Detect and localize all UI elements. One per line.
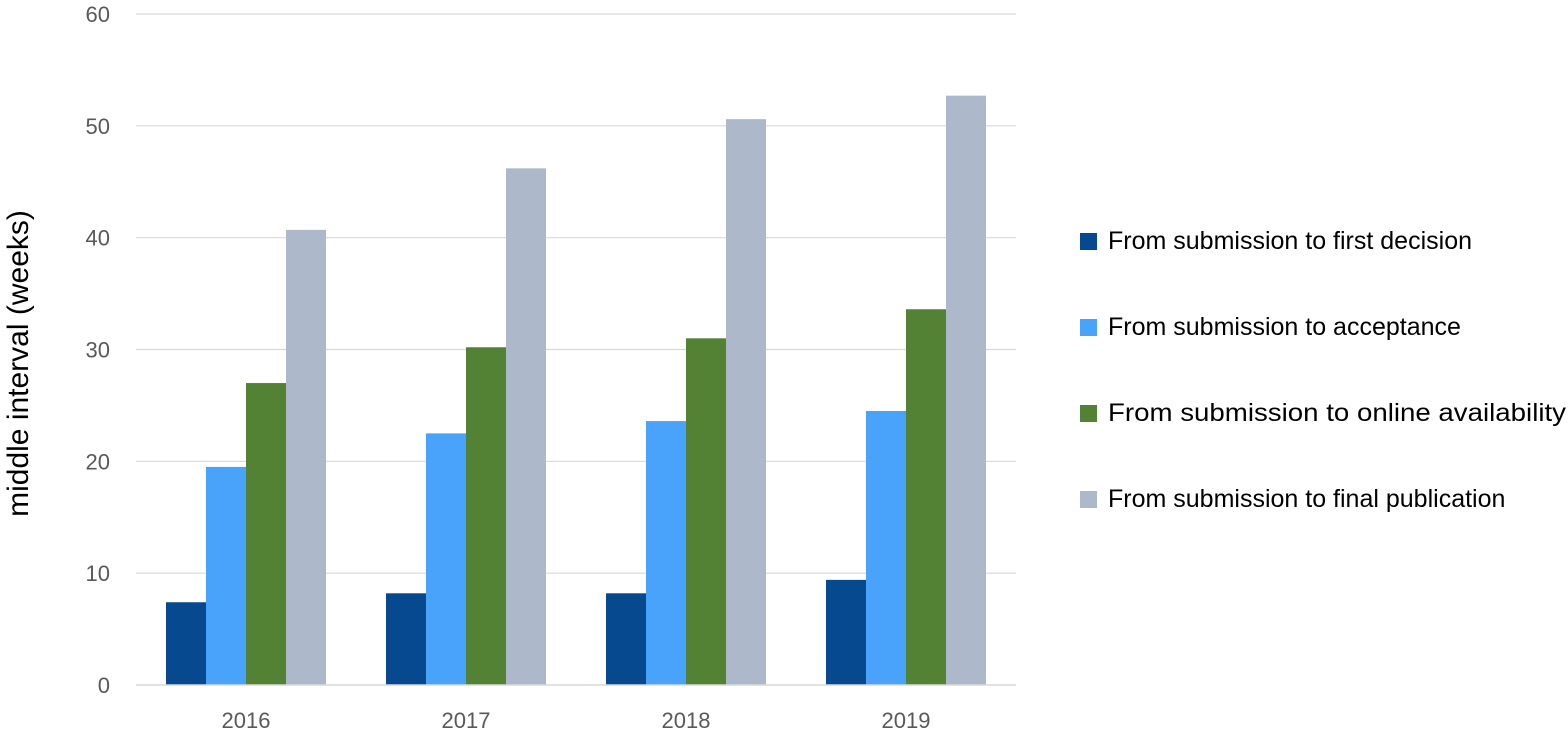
bar-2019-series-3 (906, 309, 946, 685)
legend: From submission to first decision From su… (1080, 227, 1567, 513)
bar-2019-series-2 (866, 411, 906, 685)
legend-swatch (1080, 491, 1097, 508)
y-tick-label: 20 (86, 449, 110, 474)
legend-swatch (1080, 233, 1097, 250)
y-tick-label: 40 (86, 226, 110, 251)
x-tick-label: 2016 (222, 708, 271, 733)
legend-swatch (1080, 319, 1097, 336)
legend-label: From submission to acceptance (1108, 313, 1461, 341)
y-tick-label: 60 (86, 2, 110, 27)
x-tick-label: 2018 (662, 708, 711, 733)
bar-2017-series-1 (386, 593, 426, 685)
y-tick-label: 0 (98, 673, 110, 698)
bar-2018-series-1 (606, 593, 646, 685)
legend-label: From submission to first decision (1108, 227, 1472, 255)
bar-2018-series-3 (686, 338, 726, 685)
x-tick-label: 2017 (442, 708, 491, 733)
bar-2018-series-2 (646, 421, 686, 685)
x-tick-label: 2019 (882, 708, 931, 733)
y-tick-label: 30 (86, 338, 110, 363)
bars (166, 95, 986, 686)
x-axis-ticks: 2016 2017 2018 2019 (222, 708, 931, 733)
bar-2018-series-4 (726, 119, 766, 685)
bar-2019-series-1 (826, 579, 866, 685)
legend-swatch (1080, 405, 1097, 422)
bar-2017-series-4 (506, 168, 546, 685)
bar-2016-series-4 (286, 229, 326, 686)
bar-2017-series-2 (426, 433, 466, 685)
y-tick-label: 50 (86, 114, 110, 139)
y-axis-title: middle interval (weeks) (2, 210, 35, 517)
legend-label: From submission to final publication (1108, 485, 1505, 513)
y-tick-label: 10 (86, 561, 110, 586)
bar-2017-series-3 (466, 347, 506, 685)
y-axis-ticks: 0 10 20 30 40 50 60 (86, 2, 110, 698)
bar-2016-series-1 (166, 602, 206, 685)
legend-label: From submission to online availability (1108, 399, 1567, 427)
bar-2016-series-2 (206, 466, 246, 685)
bar-2019-series-4 (946, 95, 986, 686)
bar-2016-series-3 (246, 383, 286, 685)
